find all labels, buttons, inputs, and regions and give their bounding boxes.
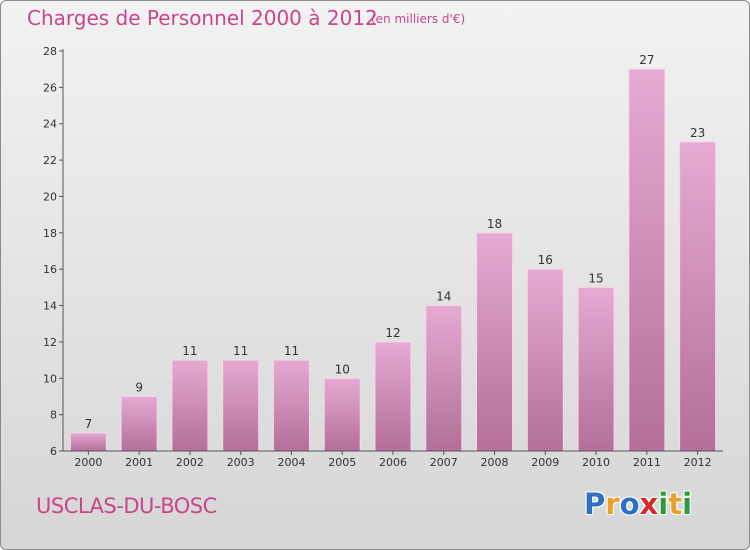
y-tick-label: 16 — [43, 263, 57, 276]
bar-value-label: 11 — [233, 344, 248, 358]
bar-value-label: 15 — [588, 271, 603, 285]
bar — [374, 341, 412, 452]
y-tick-label: 6 — [50, 445, 57, 458]
x-tick-label: 2010 — [582, 456, 610, 469]
y-tick-label: 28 — [43, 45, 57, 58]
bar-value-label: 11 — [284, 344, 299, 358]
x-tick-label: 2011 — [633, 456, 661, 469]
axes-layer: 2000 2001 2002 2003 2004 2005 2006 2007 2008 2009… — [43, 45, 723, 469]
y-tick-label: 8 — [50, 409, 57, 422]
bar-value-label: 12 — [385, 326, 400, 340]
bar — [679, 141, 717, 452]
y-tick-label: 10 — [43, 372, 57, 385]
logo-letter: x — [639, 487, 659, 521]
bar-value-label: 23 — [690, 126, 705, 140]
bar — [323, 377, 361, 452]
bar-value-label: 14 — [436, 290, 451, 304]
logo-letter: i — [682, 487, 693, 521]
bar-value-label: 18 — [487, 217, 502, 231]
bar — [222, 359, 260, 452]
bar — [272, 359, 310, 452]
commune-name: USCLAS-DU-BOSC — [36, 494, 217, 518]
y-tick-label: 14 — [43, 300, 57, 313]
bar — [628, 68, 666, 452]
logo-letter: t — [668, 487, 683, 521]
proxiti-logo[interactable]: Proxiti — [584, 487, 692, 521]
y-tick-label: 26 — [43, 81, 57, 94]
y-tick-label: 12 — [43, 336, 57, 349]
x-tick-label: 2004 — [277, 456, 305, 469]
bar-value-label: 11 — [182, 344, 197, 358]
bar — [120, 395, 158, 452]
chart-title: Charges de Personnel 2000 à 2012 — [27, 6, 378, 30]
bar — [526, 268, 564, 452]
bars-layer: 7 9 11 11 11 10 12 14 18 16 15 27 23 — [69, 53, 717, 452]
x-tick-label: 2002 — [176, 456, 204, 469]
y-tick-label: 20 — [43, 190, 57, 203]
y-tick-label: 22 — [43, 154, 57, 167]
y-tick-label: 18 — [43, 227, 57, 240]
chart-subtitle: (en milliers d'€) — [371, 12, 466, 26]
logo-letter: o — [619, 487, 640, 521]
bar-value-label: 9 — [135, 380, 143, 394]
logo-letter: r — [605, 487, 620, 521]
x-tick-label: 2006 — [379, 456, 407, 469]
bar-value-label: 7 — [85, 417, 93, 431]
x-tick-label: 2012 — [684, 456, 712, 469]
bar-value-label: 27 — [639, 53, 654, 67]
x-tick-label: 2000 — [74, 456, 102, 469]
bar — [577, 286, 615, 452]
x-tick-label: 2008 — [481, 456, 509, 469]
bar — [69, 432, 107, 452]
x-tick-label: 2009 — [531, 456, 559, 469]
bar — [171, 359, 209, 452]
x-tick-label: 2001 — [125, 456, 153, 469]
bar — [476, 232, 514, 452]
logo-letter: i — [658, 487, 669, 521]
x-tick-label: 2003 — [227, 456, 255, 469]
x-tick-label: 2007 — [430, 456, 458, 469]
y-tick-label: 24 — [43, 118, 57, 131]
x-tick-label: 2005 — [328, 456, 356, 469]
bar — [425, 305, 463, 452]
logo-letter: P — [584, 487, 606, 521]
bar-value-label: 16 — [538, 253, 553, 267]
bar-value-label: 10 — [335, 362, 350, 376]
